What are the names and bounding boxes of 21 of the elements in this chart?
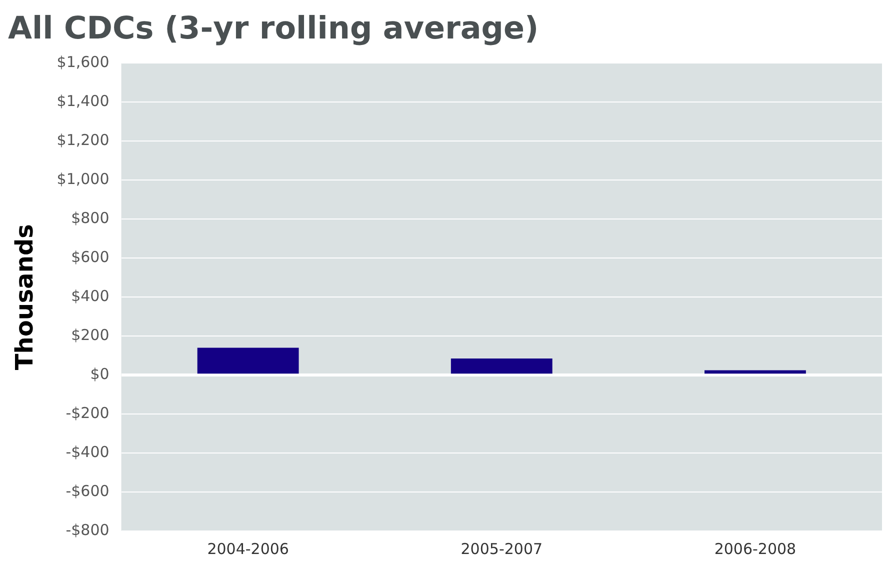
- y-tick-label: $400: [71, 286, 110, 305]
- y-tick-label: $1,200: [56, 131, 110, 150]
- x-tick-label: 2005-2007: [460, 540, 543, 558]
- y-axis-title: Thousands: [10, 224, 39, 370]
- y-tick-label: $200: [71, 326, 110, 344]
- bar: [197, 348, 299, 374]
- bar: [704, 370, 806, 374]
- y-tick-label: $800: [71, 209, 110, 228]
- y-tick-label: -$800: [66, 520, 110, 539]
- bar: [450, 358, 552, 374]
- x-tick-label: 2006-2008: [714, 540, 796, 558]
- x-tick-label: 2004-2006: [207, 540, 289, 558]
- y-tick-label: -$200: [66, 404, 110, 422]
- y-tick-label: $1,000: [56, 170, 110, 188]
- y-tick-label: $0: [90, 364, 110, 383]
- y-tick-label: -$400: [66, 442, 110, 461]
- y-tick-label: $1,600: [56, 53, 110, 72]
- y-tick-label: $1,400: [56, 92, 110, 110]
- y-tick-label: -$600: [66, 482, 110, 500]
- y-tick-label: $600: [71, 248, 110, 266]
- chart-title: All CDCs (3-yr rolling average): [8, 10, 539, 47]
